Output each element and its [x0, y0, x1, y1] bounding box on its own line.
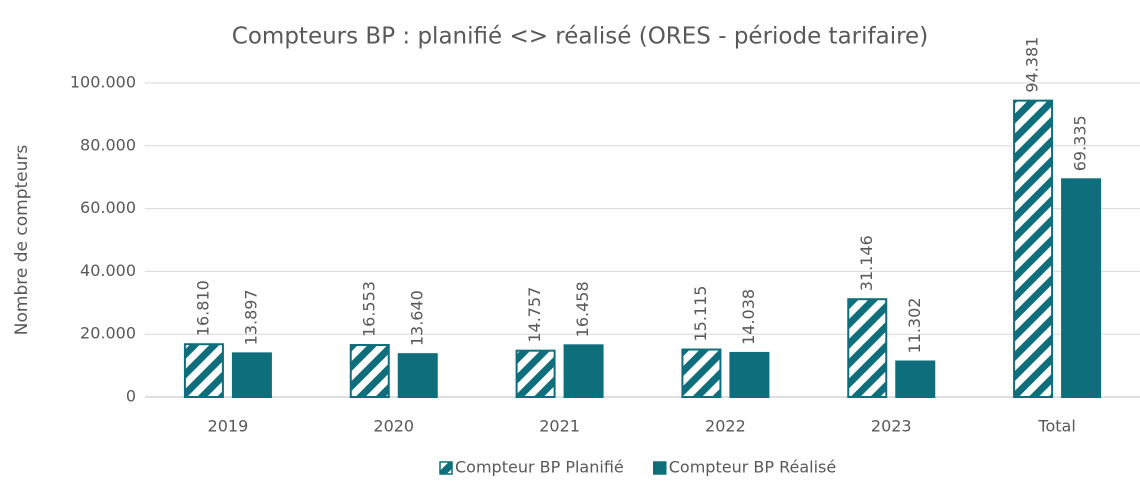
x-tick-label: 2020: [373, 417, 414, 436]
bar: [563, 344, 604, 398]
y-tick-label: 80.000: [80, 135, 136, 154]
bar: [183, 343, 224, 399]
x-tick-label: Total: [1037, 417, 1075, 436]
data-label: 14.038: [739, 289, 758, 345]
data-label: 16.810: [193, 280, 212, 336]
legend-swatch: [439, 461, 453, 475]
y-tick-label: 60.000: [80, 198, 136, 217]
bar: [349, 344, 390, 399]
legend-swatch: [653, 461, 667, 475]
y-tick-label: 0: [126, 387, 136, 406]
data-label: 14.757: [525, 287, 544, 343]
x-tick-label: 2022: [705, 417, 746, 436]
data-label: 16.553: [359, 281, 378, 337]
x-tick-label: 2019: [208, 417, 249, 436]
legend-label: Compteur BP Planifié: [455, 458, 624, 477]
y-axis-label: Nombre de compteurs: [12, 145, 32, 336]
bar: [1061, 178, 1102, 398]
data-label: 13.640: [407, 290, 426, 346]
data-label: 13.897: [241, 289, 260, 345]
x-tick-label: 2021: [539, 417, 580, 436]
bar: [1013, 99, 1054, 399]
y-tick-label: 40.000: [80, 261, 136, 280]
x-tick-label: 2023: [871, 417, 912, 436]
bar: [231, 352, 272, 399]
data-label: 16.458: [573, 281, 592, 337]
bar: [729, 351, 770, 399]
data-label: 31.146: [857, 235, 876, 291]
legend-label: Compteur BP Réalisé: [669, 458, 836, 477]
y-tick-label: 100.000: [70, 73, 136, 92]
chart-title: Compteurs BP : planifié <> réalisé (ORES…: [232, 24, 928, 50]
bar: [681, 348, 722, 399]
data-label: 69.335: [1071, 115, 1090, 171]
bar: [847, 298, 888, 399]
bar: [895, 360, 936, 398]
data-label: 11.302: [905, 298, 924, 354]
bar: [515, 349, 556, 399]
data-label: 94.381: [1023, 37, 1042, 93]
bar: [397, 353, 438, 399]
data-label: 15.115: [691, 286, 710, 342]
y-tick-label: 20.000: [80, 324, 136, 343]
